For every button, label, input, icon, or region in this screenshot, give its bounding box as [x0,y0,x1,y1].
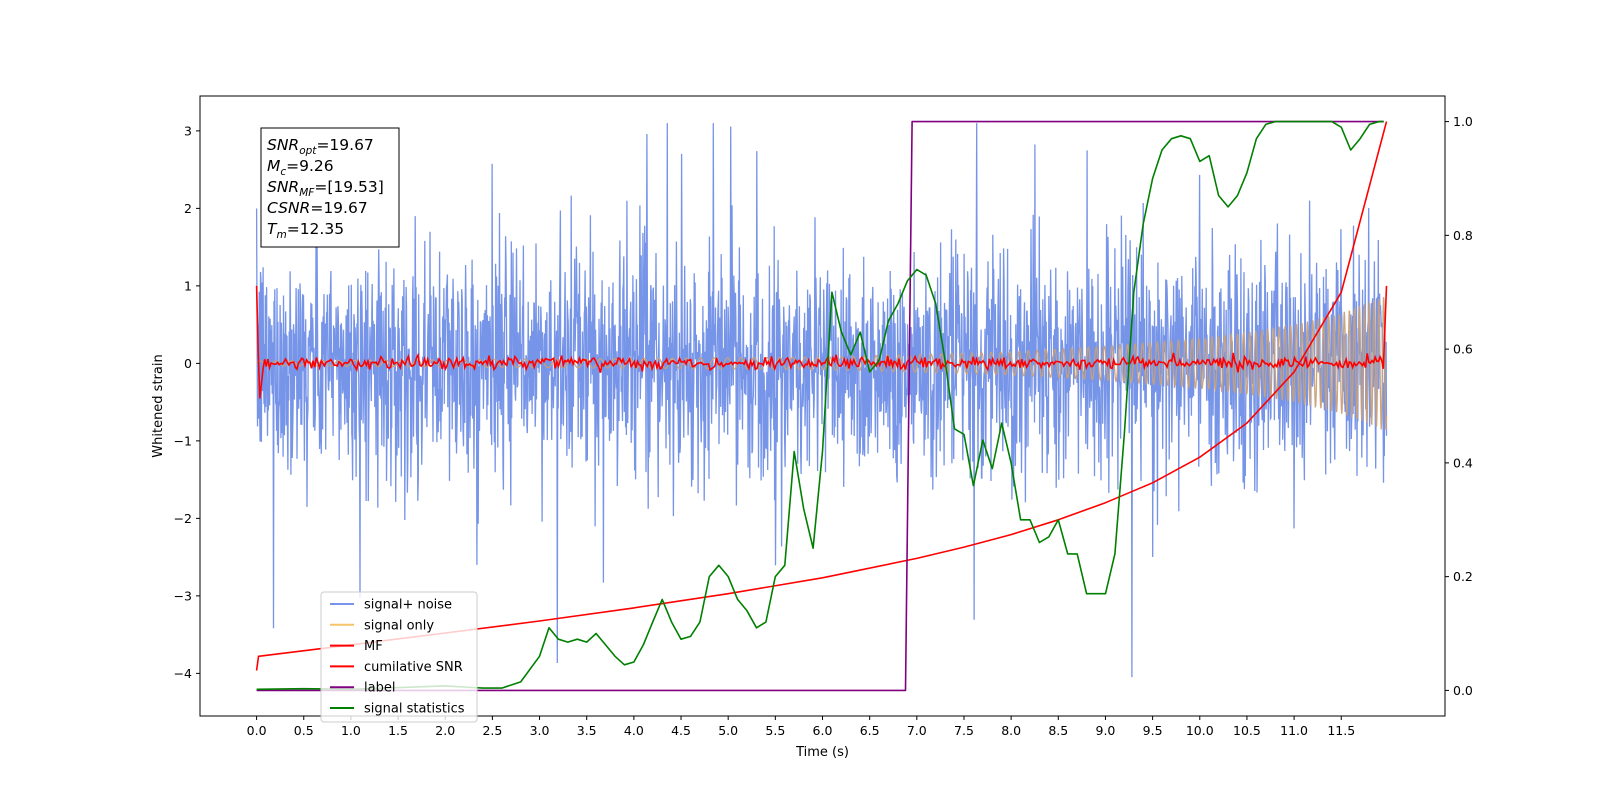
x-tick-label: 0.5 [294,723,314,738]
x-tick-label: 6.0 [813,723,833,738]
x-tick-label: 2.5 [482,723,502,738]
annotation-frame [260,127,400,248]
y2-tick-label: 1.0 [1453,114,1473,129]
y2-tick-label: 0.6 [1453,342,1473,357]
x-tick-label: 1.0 [341,723,361,738]
legend-entry: label [364,681,395,696]
y2-tick-label: 0.2 [1453,569,1473,584]
x-tick-label: 7.5 [954,723,974,738]
series-label [256,120,1384,692]
y-tick-label: 0 [184,356,192,371]
x-tick-label: 2.0 [435,723,455,738]
legend-entry: cumilative SNR [364,660,463,675]
y2-tick-label: 0.8 [1453,228,1473,243]
legend: signal+ noise signal only MF cumilative SNR… [320,591,478,723]
legend-entry: MF [364,639,383,654]
x-tick-label: 8.0 [1001,723,1021,738]
y-tick-label: 2 [184,201,192,216]
y-tick-label: 3 [184,123,192,138]
x-tick-label: 9.0 [1096,723,1116,738]
annotation-line: Tm=12.35 [267,220,344,241]
x-tick-label: 0.0 [247,723,267,738]
x-tick-label: 5.5 [765,723,785,738]
y-axis-left: 3 2 1 0 −1 −2 −3 −4 [174,123,200,681]
x-axis: 0.0 0.5 1.0 1.5 2.0 2.5 3.0 3.5 4.0 4.5 5.0 5.5 6.0 6… [247,716,1355,738]
legend-entry: signal only [364,618,434,633]
y-tick-label: −2 [174,511,192,526]
legend-entry: signal+ noise [364,598,452,613]
x-tick-label: 4.5 [671,723,691,738]
y2-tick-label: 0.4 [1453,455,1473,470]
x-tick-label: 11.0 [1280,723,1308,738]
series-mf [255,285,1388,399]
x-axis-label: Time (s) [795,745,849,760]
x-tick-label: 7.0 [907,723,927,738]
x-tick-label: 3.0 [530,723,550,738]
annotation-line: SNRMF=[19.53] [267,178,384,199]
series-signal-statistics [256,120,1384,691]
x-tick-label: 11.5 [1327,723,1355,738]
y-tick-label: 1 [184,278,192,293]
stats-annotation-box: SNRopt=19.67Mc=9.26SNRMF=[19.53]CSNR=19.… [260,127,400,248]
y-tick-label: −1 [174,433,192,448]
x-tick-label: 5.0 [718,723,738,738]
y-axis-label: Whitened strain [151,354,166,457]
annotation-line: SNRopt=19.67 [267,136,374,157]
x-tick-label: 10.0 [1186,723,1214,738]
y2-tick-label: 0.0 [1453,683,1473,698]
x-tick-label: 6.5 [860,723,880,738]
x-tick-label: 1.5 [388,723,408,738]
x-tick-label: 9.5 [1143,723,1163,738]
x-tick-label: 4.0 [624,723,644,738]
legend-frame [320,591,478,723]
y-tick-label: −4 [174,666,192,681]
series-signal-noise [255,123,1388,678]
y-tick-label: −3 [174,588,192,603]
annotation-line: CSNR=19.67 [267,199,368,217]
series-signal-only [256,297,1388,431]
legend-entry: signal statistics [364,702,465,717]
annotation-line: Mc=9.26 [267,157,334,178]
x-tick-label: 3.5 [577,723,597,738]
y-axis-right: 1.0 0.8 0.6 0.4 0.2 0.0 [1445,114,1473,698]
x-tick-label: 10.5 [1233,723,1261,738]
x-tick-label: 8.5 [1048,723,1068,738]
